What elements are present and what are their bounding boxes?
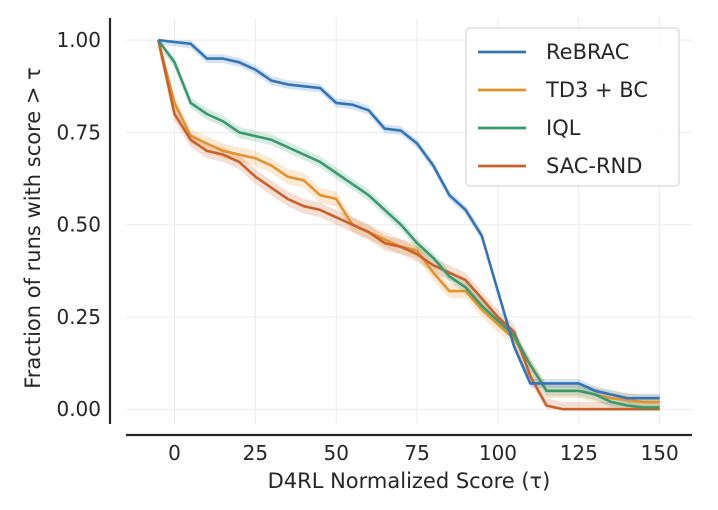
legend-label: IQL xyxy=(546,116,581,140)
x-tick-label: 150 xyxy=(641,441,679,465)
x-tick-label: 50 xyxy=(324,441,349,465)
line-sac-rnd xyxy=(157,39,660,411)
line-rebrac xyxy=(158,38,660,400)
legend-label: ReBRAC xyxy=(546,40,629,64)
series-lines xyxy=(157,38,660,411)
x-tick-label: 100 xyxy=(479,441,517,465)
legend-label: TD3 + BC xyxy=(545,78,648,102)
legend-box xyxy=(465,27,680,187)
x-axis-label: D4RL Normalized Score (τ) xyxy=(268,469,551,493)
legend: ReBRAC TD3 + BC IQL SAC-RND xyxy=(465,27,680,187)
legend-label: SAC-RND xyxy=(546,154,642,178)
y-tick-label: 0.00 xyxy=(56,397,101,421)
y-tick-label: 1.00 xyxy=(56,28,101,52)
y-tick-label: 0.25 xyxy=(56,305,101,329)
y-axis-label: Fraction of runs with score > τ xyxy=(21,67,45,389)
line-iql xyxy=(157,39,660,409)
y-ticks: 0.00 0.25 0.50 0.75 1.00 xyxy=(56,28,101,421)
x-tick-label: 125 xyxy=(560,441,598,465)
x-tick-label: 0 xyxy=(168,441,181,465)
y-tick-label: 0.75 xyxy=(56,120,101,144)
x-tick-label: 75 xyxy=(404,441,429,465)
x-ticks: 0 25 50 75 100 125 150 xyxy=(168,441,679,465)
x-tick-label: 25 xyxy=(243,441,268,465)
y-tick-label: 0.50 xyxy=(56,213,101,237)
